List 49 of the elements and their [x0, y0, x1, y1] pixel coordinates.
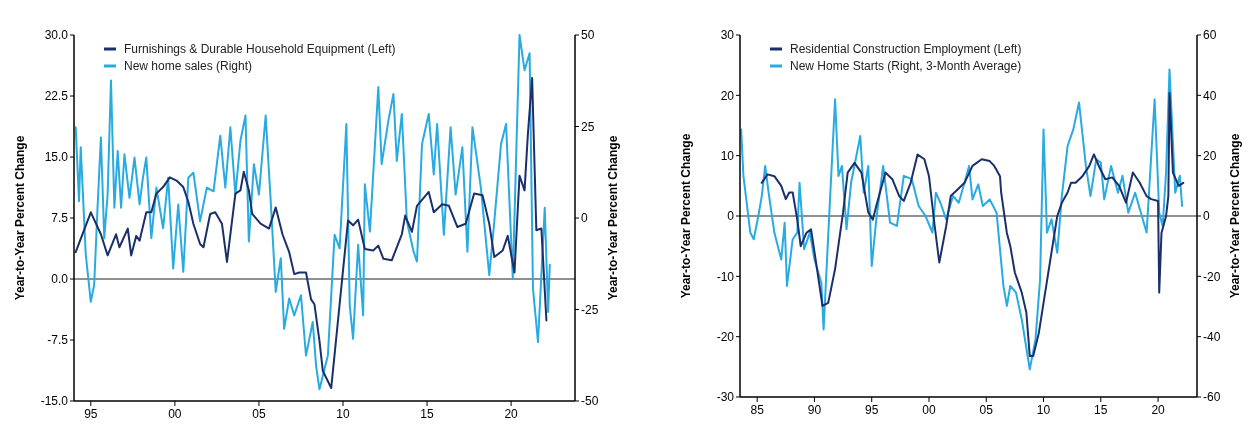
y-tick-label: 30: [720, 28, 735, 43]
x-tick-label: 00: [922, 403, 936, 417]
y-axis-title: Year-to-Year Percent Change: [679, 133, 693, 299]
legend-label: New home sales (Right): [124, 59, 253, 74]
legend-label: Furnishings & Durable Household Equipment (Left): [124, 42, 396, 57]
y-tick-label: 15.0: [44, 150, 69, 165]
x-tick-label: 15: [420, 407, 435, 421]
y-tick-label: 22.5: [44, 89, 69, 104]
x-tick-label: 05: [252, 407, 266, 421]
y2-tick-label: -40: [1203, 329, 1221, 344]
y-tick-label: 7.5: [51, 211, 69, 226]
legend-label: New Home Starts (Right, 3-Month Average): [790, 59, 1022, 74]
x-tick-label: 00: [168, 407, 182, 421]
x-tick-label: 90: [807, 403, 822, 417]
y-tick-label: -10: [716, 269, 735, 284]
y2-tick-label: 0: [581, 211, 588, 226]
x-tick-label: 20: [1151, 403, 1166, 417]
y2-tick-label: 60: [1203, 28, 1217, 43]
legend-label: Residential Construction Employment (Left): [790, 42, 1022, 57]
x-tick-label: 15: [1094, 403, 1108, 417]
y2-tick-label: -50: [581, 394, 599, 409]
x-tick-label: 95: [865, 403, 879, 417]
y2-tick-label: -60: [1203, 390, 1221, 405]
y-tick-label: 0: [727, 209, 735, 224]
y-tick-label: -15.0: [40, 394, 69, 409]
x-tick-label: 95: [84, 407, 98, 421]
x-tick-label: 10: [1036, 403, 1051, 417]
y-tick-label: 30.0: [44, 28, 69, 43]
y2-axis-title: Year-to-Year Percent Change: [606, 135, 620, 301]
y2-tick-label: 25: [581, 119, 595, 134]
y2-tick-label: 0: [1203, 209, 1210, 224]
y-tick-label: -7.5: [47, 333, 69, 348]
x-tick-label: 85: [750, 403, 765, 417]
y-tick-label: 10: [720, 148, 735, 163]
y2-tick-label: -25: [581, 302, 599, 317]
y2-axis-title: Year-to-Year Percent Change: [1228, 133, 1242, 299]
y2-tick-label: 40: [1203, 88, 1217, 103]
y2-tick-label: 50: [581, 28, 595, 43]
y-tick-label: -20: [716, 329, 735, 344]
y-tick-label: 0.0: [51, 272, 69, 287]
y-tick-label: 20: [720, 88, 735, 103]
x-tick-label: 10: [336, 407, 350, 421]
x-tick-label: 20: [504, 407, 519, 421]
y-tick-label: -30: [716, 390, 735, 405]
y2-tick-label: -20: [1203, 269, 1221, 284]
line-series: [760, 91, 1185, 357]
y2-tick-label: 20: [1203, 148, 1217, 163]
x-tick-label: 05: [979, 403, 994, 417]
y-axis-title: Year-to-Year Percent Change: [13, 135, 27, 301]
